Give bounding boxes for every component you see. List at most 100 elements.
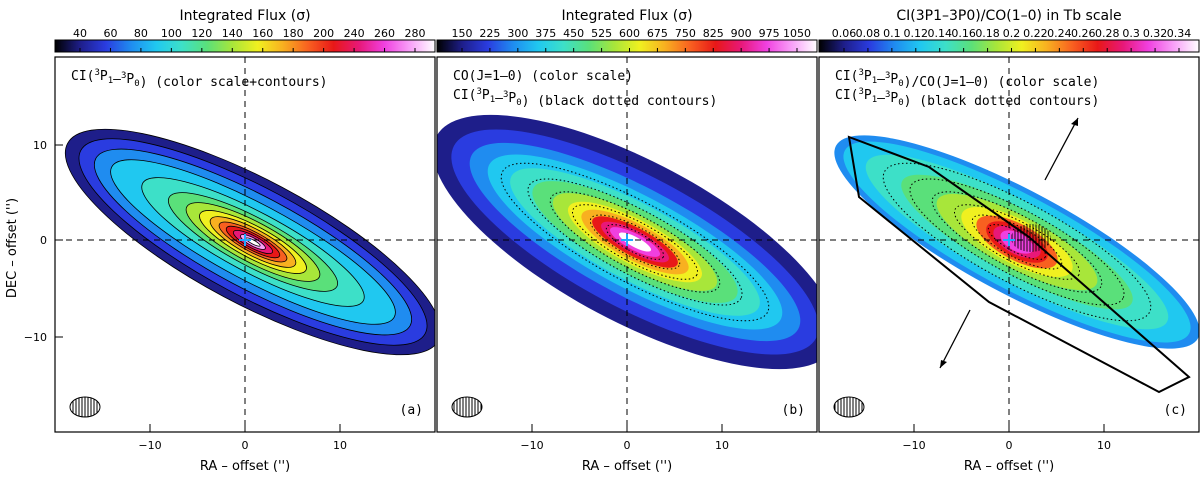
- x-tick-label: −10: [138, 439, 161, 452]
- colorbar-tick-label: 240: [344, 27, 365, 40]
- dotted-contour: [500, 162, 770, 322]
- colorbar-tick-label: 0.12: [904, 27, 929, 40]
- center-marker: [621, 234, 633, 246]
- colorbar-tick-label: 0.2: [1003, 27, 1021, 40]
- x-tick-label: −10: [902, 439, 925, 452]
- y-tick-label: −10: [24, 331, 47, 344]
- arrowhead-down: [940, 360, 947, 368]
- colorbar-ticks-c: 0.06 0.08 0.1 0.12 0.14 0.16 0.18 0.2 0.22 0.24 0.…: [832, 27, 1192, 52]
- colorbar-tick-label: 0.16: [951, 27, 976, 40]
- colorbar-tick-label: 60: [103, 27, 117, 40]
- colorbar-title-c: CI(3P1–3P0)/CO(1–0) in Tb scale: [896, 8, 1121, 24]
- arrow-down: [939, 309, 971, 369]
- colorbar-ticks-b: 150 225 300 375 450 525 600 675 750 825 900 975 1050: [452, 27, 811, 52]
- x-tick-label: 0: [624, 439, 631, 452]
- colorbar-tick-label: 150: [452, 27, 473, 40]
- colorbar-tick-label: 0.24: [1047, 27, 1072, 40]
- dotted-contour: [549, 191, 721, 293]
- colorbar-tick-label: 120: [191, 27, 212, 40]
- colorbar-tick-label: 450: [563, 27, 584, 40]
- caption-line2-b: CI(3P1–3P0) (black dotted contours): [453, 87, 717, 109]
- colorbar-tick-label: 0.22: [1023, 27, 1048, 40]
- panel-label-b: (b): [782, 403, 805, 418]
- arrow-up: [1044, 117, 1079, 181]
- y-tick-label: 10: [33, 139, 47, 152]
- panel-b: 150 225 300 375 450 525 600 675 750 825 900 975 1050…: [436, 8, 818, 452]
- colorbar-tick-label: 0.18: [975, 27, 1000, 40]
- colorbar-tick-label: 300: [507, 27, 528, 40]
- colorbar-tick-label: 160: [252, 27, 273, 40]
- beam-a: [69, 396, 101, 418]
- x-tick-label: 10: [333, 439, 347, 452]
- dotted-contour: [882, 162, 1152, 322]
- colorbar-tick-label: 525: [591, 27, 612, 40]
- colorbar-tick-label: 0.1: [883, 27, 901, 40]
- panel-a: 40 60 80 100 120 140 160 180 200 240 260 280Integra…: [24, 8, 436, 452]
- x-tick-label: 0: [242, 439, 249, 452]
- y-axis-label: DEC – offset (''): [5, 198, 20, 298]
- dotted-contour: [971, 214, 1063, 270]
- colorbar-tick-label: 750: [675, 27, 696, 40]
- colorbar-title-b: Integrated Flux (σ): [561, 8, 692, 24]
- colorbar-tick-label: 260: [374, 27, 395, 40]
- colorbar-tick-label: 0.06: [832, 27, 857, 40]
- beam-b: [451, 396, 483, 418]
- dotted-contour: [953, 204, 1081, 280]
- caption-line1-c: CI(3P1–3P0)/CO(J=1–0) (color scale): [835, 68, 1099, 90]
- colorbar-tick-label: 0.26: [1071, 27, 1096, 40]
- y-tick-label: 0: [40, 234, 47, 247]
- emission-map-a: [64, 128, 435, 356]
- map-outline: [847, 135, 1191, 394]
- center-marker: [239, 234, 251, 246]
- colorbar-tick-label: 200: [313, 27, 334, 40]
- colorbar-a: [54, 39, 436, 53]
- caption-line1-a: CI(3P1–3P0) (color scale+contours): [71, 68, 328, 90]
- colorbar-tick-label: 280: [405, 27, 426, 40]
- colorbar-tick-label: 0.08: [856, 27, 881, 40]
- colorbar-tick-label: 975: [759, 27, 780, 40]
- colorbar-tick-label: 80: [134, 27, 148, 40]
- colorbar-tick-label: 180: [283, 27, 304, 40]
- emission-map-c: [834, 135, 1199, 394]
- colorbar-tick-label: 100: [161, 27, 182, 40]
- colorbar-c: [818, 39, 1200, 53]
- colorbar-tick-label: 1050: [783, 27, 811, 40]
- colorbar-tick-label: 225: [479, 27, 500, 40]
- colorbar-ticks-a: 40 60 80 100 120 140 160 180 200 240 260 280: [73, 27, 426, 52]
- dotted-contour: [605, 224, 665, 260]
- beam-c: [833, 396, 865, 418]
- colorbar-title-a: Integrated Flux (σ): [179, 8, 310, 24]
- x-axis-label-c: RA – offset (''): [964, 459, 1054, 474]
- colorbar-tick-label: 600: [619, 27, 640, 40]
- dotted-contour: [931, 191, 1103, 293]
- x-tick-label: 0: [1006, 439, 1013, 452]
- panel-label-c: (c): [1164, 403, 1187, 418]
- caption-line2-c: CI(3P1–3P0) (black dotted contours): [835, 87, 1099, 109]
- colorbar-tick-label: 825: [703, 27, 724, 40]
- dotted-contour: [987, 224, 1047, 260]
- x-axis-label-b: RA – offset (''): [582, 459, 672, 474]
- panel-label-a: (a): [400, 403, 423, 418]
- panel-c: 0.06 0.08 0.1 0.12 0.14 0.16 0.18 0.2 0.22 0.24 0.…: [818, 8, 1200, 452]
- caption-line1-b: CO(J=1–0) (color scale): [453, 69, 633, 84]
- colorbar-tick-label: 140: [222, 27, 243, 40]
- colorbar-tick-label: 0.28: [1095, 27, 1120, 40]
- colorbar-tick-label: 40: [73, 27, 87, 40]
- x-tick-label: −10: [520, 439, 543, 452]
- center-marker: [1003, 234, 1015, 246]
- x-tick-label: 10: [715, 439, 729, 452]
- colorbar-tick-label: 0.32: [1143, 27, 1168, 40]
- x-axis-label-a: RA – offset (''): [200, 459, 290, 474]
- arrowhead-up: [1071, 118, 1078, 126]
- colorbar-tick-label: 375: [535, 27, 556, 40]
- x-tick-label: 10: [1097, 439, 1111, 452]
- dotted-contour: [571, 204, 699, 280]
- colorbar-b: [436, 39, 818, 53]
- colorbar-tick-label: 0.34: [1167, 27, 1192, 40]
- colorbar-tick-label: 675: [647, 27, 668, 40]
- colorbar-tick-label: 0.14: [927, 27, 952, 40]
- outflow-arrows: [939, 117, 1079, 369]
- emission-map-b: [437, 114, 817, 370]
- colorbar-tick-label: 0.3: [1122, 27, 1140, 40]
